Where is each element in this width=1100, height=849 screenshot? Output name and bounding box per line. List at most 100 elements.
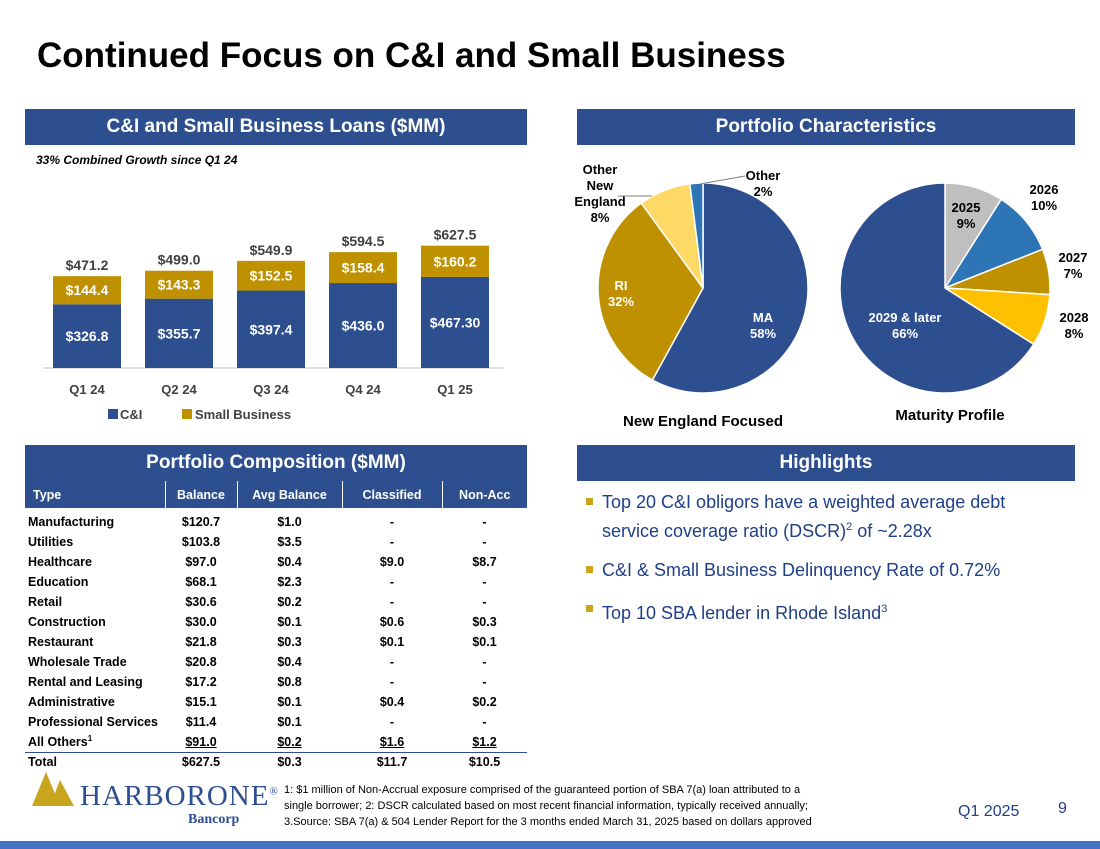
table-cell: $3.5 bbox=[277, 534, 302, 549]
table-cell: Utilities bbox=[28, 534, 74, 549]
table-cell: $91.0 bbox=[185, 734, 217, 749]
bar-total-label: $627.5 bbox=[434, 227, 477, 243]
bar-total-label: $471.2 bbox=[66, 257, 109, 273]
table-cell: - bbox=[482, 574, 487, 589]
table-cell: $8.7 bbox=[472, 554, 497, 569]
legend-swatch-small-business bbox=[182, 409, 192, 419]
table-row: Wholesale Trade $20.8 $0.4 - - bbox=[25, 652, 527, 672]
col-balance: Balance bbox=[164, 481, 237, 508]
table-cell: $0.1 bbox=[277, 694, 302, 709]
table-row: Utilities $103.8 $3.5 - - bbox=[25, 532, 527, 552]
table-cell: Manufacturing bbox=[28, 514, 115, 529]
table-cell: Professional Services bbox=[28, 714, 158, 729]
composition-panel-header: Portfolio Composition ($MM) bbox=[25, 445, 527, 481]
bar-total-label: $594.5 bbox=[342, 233, 385, 249]
bar-ci bbox=[329, 283, 397, 368]
table-cell: $0.4 bbox=[379, 694, 405, 709]
table-cell: $1.0 bbox=[277, 514, 302, 529]
table-cell: Administrative bbox=[28, 694, 115, 709]
bar-small-business bbox=[237, 260, 305, 291]
table-cell: - bbox=[482, 514, 487, 529]
table-cell: Total bbox=[25, 751, 165, 772]
table-row: Manufacturing $120.7 $1.0 - - bbox=[25, 512, 527, 532]
pie-title-maturity: Maturity Profile bbox=[895, 407, 1004, 424]
leader-line bbox=[699, 175, 746, 185]
col-non-acc: Non-Acc bbox=[441, 481, 527, 508]
table-cell: $0.6 bbox=[379, 614, 405, 629]
pie-label-2026: 2026 10% bbox=[1030, 182, 1059, 213]
table-cell: $10.5 bbox=[442, 751, 527, 772]
pie-label-ma: MA 58% bbox=[750, 310, 776, 341]
growth-note: 33% Combined Growth since Q1 24 bbox=[36, 153, 238, 167]
pie-label-ri: RI 32% bbox=[608, 278, 634, 309]
table-cell: - bbox=[389, 574, 395, 589]
footnote: 1: $1 million of Non-Accrual exposure co… bbox=[284, 784, 812, 828]
bar-small-business bbox=[145, 270, 213, 299]
bar-label-ci: $355.7 bbox=[158, 325, 201, 341]
col-type: Type bbox=[25, 481, 165, 508]
legend-label-ci: C&I bbox=[120, 407, 142, 422]
table-cell: $0.3 bbox=[237, 751, 342, 772]
table-cell: Rental and Leasing bbox=[28, 674, 143, 689]
table-cell: $0.2 bbox=[277, 594, 302, 609]
legend-swatch-ci bbox=[108, 409, 118, 419]
pie-label-other: Other 2% bbox=[746, 168, 781, 199]
table-cell: $103.8 bbox=[181, 534, 221, 549]
table-cell: $0.3 bbox=[472, 614, 497, 629]
table-cell: Education bbox=[28, 574, 89, 589]
bar-label-small-business: $143.3 bbox=[158, 277, 201, 293]
pie-label-other-new-england: Other New England 8% bbox=[574, 162, 625, 225]
table-row-total: Total $627.5 $0.3 $11.7 $10.5 bbox=[25, 751, 527, 772]
table-header-row: Type Balance Avg Balance Classified Non-… bbox=[25, 481, 527, 508]
legend-label-small-business: Small Business bbox=[195, 407, 291, 422]
bar-small-business bbox=[53, 276, 121, 305]
logo-bancorp: Bancorp bbox=[188, 812, 240, 827]
page-title: Continued Focus on C&I and Small Busines… bbox=[37, 36, 786, 75]
bullet-square-icon bbox=[586, 498, 593, 505]
new-england-pie-chart: MA 58% RI 32% Other New England 8% Other 2% New En… bbox=[574, 162, 809, 430]
table-cell: - bbox=[389, 674, 395, 689]
table-cell: $11.4 bbox=[185, 714, 217, 729]
bar-label-ci: $436.0 bbox=[342, 318, 385, 334]
table-cell: $0.2 bbox=[277, 734, 302, 749]
table-cell: - bbox=[389, 714, 395, 729]
period-label: Q1 2025 bbox=[958, 803, 1020, 820]
bar-ci bbox=[145, 298, 213, 368]
table-row: Retail $30.6 $0.2 - - bbox=[25, 592, 527, 612]
bar-small-business bbox=[329, 252, 397, 284]
table-cell: $17.2 bbox=[185, 674, 217, 689]
table-row: Education $68.1 $2.3 - - bbox=[25, 572, 527, 592]
table-row: Healthcare $97.0 $0.4 $9.0 $8.7 bbox=[25, 552, 527, 572]
table-row: Rental and Leasing $17.2 $0.8 - - bbox=[25, 672, 527, 692]
table-row: Administrative $15.1 $0.1 $0.4 $0.2 bbox=[25, 692, 527, 712]
table-cell: $0.2 bbox=[472, 694, 497, 709]
bar-label-small-business: $158.4 bbox=[342, 260, 385, 276]
pie-slice bbox=[597, 202, 704, 382]
table-cell: $20.8 bbox=[185, 654, 217, 669]
highlight-delinquency: C&I & Small Business Delinquency Rate of… bbox=[584, 558, 1064, 583]
table-cell: - bbox=[482, 594, 487, 609]
bar-small-business bbox=[421, 245, 489, 277]
table-cell: Wholesale Trade bbox=[28, 654, 127, 669]
table-cell: $627.5 bbox=[165, 751, 237, 772]
table-cell: $0.1 bbox=[379, 634, 405, 649]
table-row: Construction $30.0 $0.1 $0.6 $0.3 bbox=[25, 612, 527, 632]
bar-ci bbox=[53, 304, 121, 368]
table-cell: $0.1 bbox=[277, 714, 302, 729]
table-row: Restaurant $21.8 $0.3 $0.1 $0.1 bbox=[25, 632, 527, 652]
pie-label-2027: 2027 7% bbox=[1059, 250, 1088, 281]
pie-label-2025: 2025 9% bbox=[952, 200, 981, 231]
x-tick-label: Q1 25 bbox=[437, 382, 472, 397]
table-cell: $120.7 bbox=[181, 514, 221, 529]
pie-slice bbox=[651, 182, 809, 394]
table-cell: $97.0 bbox=[185, 554, 217, 569]
table-cell: $68.1 bbox=[185, 574, 217, 589]
table-cell: $0.8 bbox=[277, 674, 302, 689]
pie-label-2029-later: 2029 & later 66% bbox=[869, 310, 942, 341]
bar-ci bbox=[237, 290, 305, 368]
table-cell: $30.6 bbox=[185, 594, 217, 609]
highlight-dscr: Top 20 C&I obligors have a weighted aver… bbox=[584, 490, 1064, 544]
pie-slice bbox=[839, 182, 1035, 394]
table-cell: $1.6 bbox=[379, 734, 405, 749]
table-cell: $0.4 bbox=[277, 554, 302, 569]
